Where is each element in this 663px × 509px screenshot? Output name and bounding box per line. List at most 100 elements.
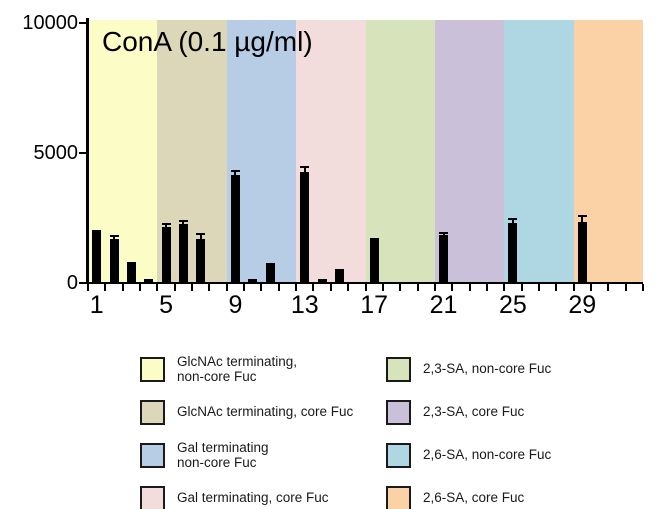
x-tick-label-1: 1 — [89, 291, 104, 319]
y-axis — [86, 18, 89, 284]
error-cap-7 — [196, 233, 206, 236]
x-tick-12 — [295, 284, 298, 291]
x-tick-1 — [104, 284, 107, 291]
x-tick-27 — [555, 284, 558, 291]
legend-item: Gal terminating non-core Fuc — [140, 434, 353, 477]
x-tick-label-5: 5 — [159, 291, 173, 319]
error-cap-21 — [439, 232, 449, 235]
legend-swatch — [140, 486, 165, 509]
bar-9 — [230, 174, 240, 283]
legend-column-left: GlcNAc terminating, non-core Fuc GlcNAc te… — [140, 348, 353, 509]
bar-17 — [369, 237, 379, 283]
y-tick-label-0: 0 — [66, 272, 78, 294]
legend-item: GlcNAc terminating, non-core Fuc — [140, 348, 353, 391]
legend-item: Gal terminating, core Fuc — [140, 477, 353, 509]
error-bar-29 — [581, 216, 584, 223]
error-cap-13 — [300, 165, 310, 168]
x-tick-13 — [312, 284, 315, 291]
y-tick-10000 — [79, 21, 87, 24]
legend-swatch — [386, 486, 411, 509]
x-tick-label-21: 21 — [429, 291, 458, 319]
legend-label: GlcNAc terminating, core Fuc — [177, 404, 354, 420]
legend-label: GlcNAc terminating, non-core Fuc — [177, 354, 298, 384]
x-tick-29 — [589, 284, 592, 291]
x-tick-4 — [156, 284, 159, 291]
legend-item: 2,3-SA, core Fuc — [386, 391, 551, 434]
x-tick-label-13: 13 — [290, 291, 319, 319]
bar-15 — [334, 269, 344, 283]
x-tick-14 — [329, 284, 332, 291]
x-tick-32 — [642, 284, 644, 291]
x-tick-20 — [433, 284, 436, 291]
chart-title: ConA (0.1 µg/ml) — [102, 26, 313, 57]
legend: GlcNAc terminating, non-core Fuc GlcNAc te… — [0, 340, 663, 509]
legend-label: Gal terminating non-core Fuc — [177, 440, 269, 470]
bar-2 — [109, 239, 119, 283]
x-tick-17 — [381, 284, 384, 291]
bar-10 — [248, 278, 258, 283]
error-bar-7 — [199, 234, 202, 240]
legend-swatch — [386, 357, 411, 382]
legend-item: 2,3-SA, non-core Fuc — [386, 348, 551, 391]
x-tick-28 — [572, 284, 575, 291]
bar-29 — [577, 221, 587, 283]
error-bar-5 — [165, 224, 168, 229]
x-tick-30 — [607, 284, 610, 291]
error-bar-13 — [303, 166, 306, 174]
legend-swatch — [386, 400, 411, 425]
x-tick-label-9: 9 — [228, 291, 243, 319]
bar-21 — [439, 235, 449, 283]
x-tick-23 — [485, 284, 488, 291]
x-tick-label-17: 17 — [360, 291, 389, 319]
legend-label: 2,6-SA, core Fuc — [423, 490, 525, 506]
x-tick-10 — [260, 284, 263, 291]
bar-13 — [300, 172, 310, 283]
x-tick-3 — [139, 284, 142, 291]
legend-label: 2,3-SA, non-core Fuc — [423, 361, 552, 377]
y-tick-label-5000: 5000 — [33, 141, 79, 164]
legend-swatch — [386, 443, 411, 468]
x-tick-11 — [277, 284, 280, 291]
bar-7 — [196, 238, 206, 283]
error-bar-2 — [113, 236, 116, 241]
legend-label: Gal terminating, core Fuc — [177, 490, 329, 506]
error-bar-9 — [234, 170, 237, 176]
y-tick-label-10000: 10000 — [22, 11, 78, 34]
x-tick-15 — [347, 284, 350, 291]
x-tick-25 — [520, 284, 523, 291]
legend-swatch — [140, 400, 165, 425]
x-tick-26 — [537, 284, 540, 291]
y-tick-0 — [79, 282, 87, 284]
bar-6 — [178, 224, 188, 283]
error-cap-29 — [577, 215, 587, 218]
x-tick-21 — [451, 284, 454, 291]
error-bar-21 — [442, 233, 445, 237]
x-tick-2 — [121, 284, 124, 291]
x-tick-label-29: 29 — [568, 291, 597, 319]
x-tick-16 — [364, 284, 367, 291]
legend-swatch — [140, 357, 165, 382]
x-tick-6 — [191, 284, 194, 291]
x-tick-31 — [624, 284, 627, 291]
legend-item: GlcNAc terminating, core Fuc — [140, 391, 353, 434]
error-cap-6 — [178, 220, 188, 223]
x-tick-5 — [173, 284, 176, 291]
y-tick-5000 — [79, 151, 87, 154]
x-tick-label-25: 25 — [499, 291, 527, 319]
x-tick-24 — [503, 284, 506, 291]
bar-11 — [265, 263, 275, 283]
x-tick-0 — [87, 284, 89, 291]
plot-area: ConA (0.1 µg/ml) 0 5000 10000 1 5 9 13 17 21 25 2… — [22, 11, 644, 319]
error-cap-25 — [508, 217, 518, 220]
x-tick-9 — [243, 284, 246, 291]
bar-3 — [126, 261, 136, 283]
error-bar-25 — [511, 218, 514, 225]
x-tick-18 — [399, 284, 402, 291]
error-bar-6 — [182, 221, 185, 226]
error-cap-5 — [161, 223, 171, 226]
legend-item: 2,6-SA, non-core Fuc — [386, 434, 551, 477]
error-cap-2 — [109, 235, 119, 238]
bar-1 — [92, 229, 102, 283]
legend-swatch — [140, 443, 165, 468]
